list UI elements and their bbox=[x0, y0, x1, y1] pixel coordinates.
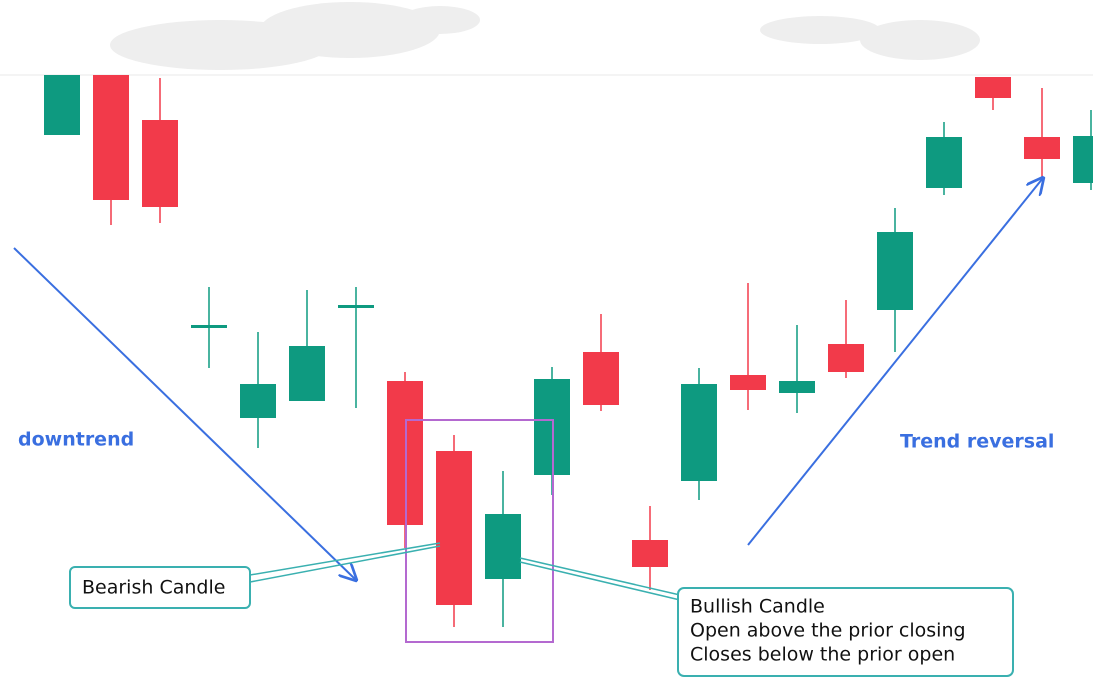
candle-body bbox=[191, 325, 227, 328]
candle-body bbox=[338, 305, 374, 308]
candle-body bbox=[1073, 136, 1093, 183]
candle-body bbox=[632, 540, 668, 567]
reversal-label: Trend reversal bbox=[900, 431, 1054, 453]
bearish-callout: Bearish Candle bbox=[69, 542, 441, 609]
bullish-callout: Bullish Candle Open above the prior clos… bbox=[519, 557, 1014, 677]
candle-body bbox=[93, 75, 129, 200]
candle-body bbox=[485, 514, 521, 579]
bullish-label: Open above the prior closing bbox=[690, 620, 966, 642]
candle-body bbox=[926, 137, 962, 188]
map-header bbox=[0, 2, 1093, 76]
candle-body bbox=[240, 384, 276, 418]
candle-body bbox=[44, 75, 80, 135]
candle-body bbox=[975, 77, 1011, 98]
candle-body bbox=[779, 381, 815, 393]
candle-body bbox=[583, 352, 619, 405]
reversal-arrow bbox=[747, 178, 1043, 546]
bullish-label: Bullish Candle bbox=[690, 596, 825, 618]
bearish-label: Bearish Candle bbox=[82, 577, 225, 599]
candle-body bbox=[828, 344, 864, 372]
candle-body bbox=[681, 384, 717, 481]
highlight-box bbox=[405, 419, 554, 643]
candle-body bbox=[436, 451, 472, 605]
downtrend-arrow bbox=[13, 247, 356, 580]
candle-body bbox=[1024, 137, 1060, 159]
bullish-label: Closes below the prior open bbox=[690, 644, 955, 666]
downtrend-label: downtrend bbox=[18, 429, 134, 451]
candle-body bbox=[142, 120, 178, 207]
candle-body bbox=[877, 232, 913, 310]
candles bbox=[44, 75, 1093, 627]
candle-body bbox=[289, 346, 325, 401]
candle-body bbox=[730, 375, 766, 390]
